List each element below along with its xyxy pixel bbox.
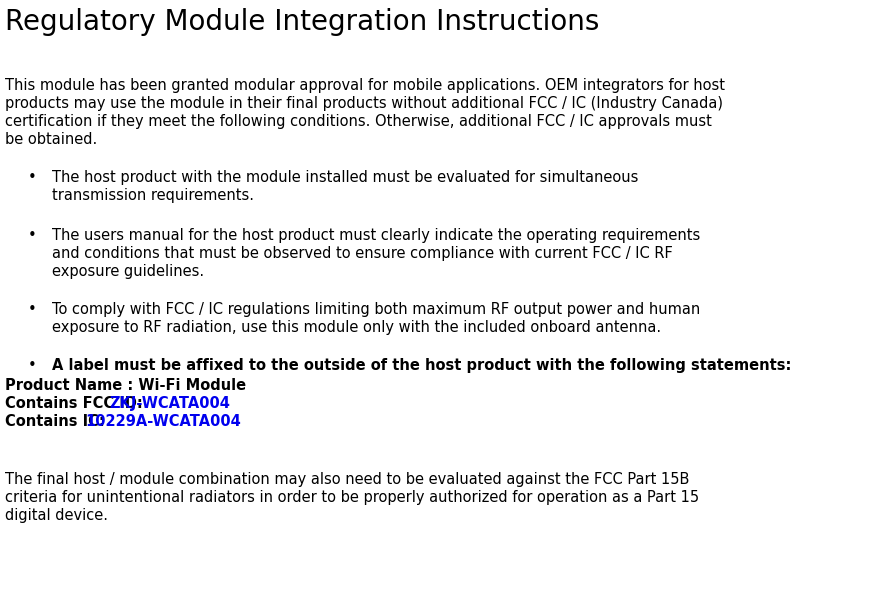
Text: Product Name : Wi-Fi Module: Product Name : Wi-Fi Module xyxy=(5,378,246,393)
Text: The host product with the module installed must be evaluated for simultaneous: The host product with the module install… xyxy=(52,170,638,185)
Text: criteria for unintentional radiators in order to be properly authorized for oper: criteria for unintentional radiators in … xyxy=(5,490,699,505)
Text: •: • xyxy=(28,358,37,373)
Text: exposure to RF radiation, use this module only with the included onboard antenna: exposure to RF radiation, use this modul… xyxy=(52,320,661,335)
Text: exposure guidelines.: exposure guidelines. xyxy=(52,264,205,279)
Text: This module has been granted modular approval for mobile applications. OEM integ: This module has been granted modular app… xyxy=(5,78,725,93)
Text: ZKJ-WCATA004: ZKJ-WCATA004 xyxy=(109,396,231,411)
Text: •: • xyxy=(28,302,37,317)
Text: be obtained.: be obtained. xyxy=(5,132,97,147)
Text: Contains IC:: Contains IC: xyxy=(5,414,110,429)
Text: and conditions that must be observed to ensure compliance with current FCC / IC : and conditions that must be observed to … xyxy=(52,246,673,261)
Text: The final host / module combination may also need to be evaluated against the FC: The final host / module combination may … xyxy=(5,472,690,487)
Text: To comply with FCC / IC regulations limiting both maximum RF output power and hu: To comply with FCC / IC regulations limi… xyxy=(52,302,700,317)
Text: A label must be affixed to the outside of the host product with the following st: A label must be affixed to the outside o… xyxy=(52,358,791,373)
Text: certification if they meet the following conditions. Otherwise, additional FCC /: certification if they meet the following… xyxy=(5,114,712,129)
Text: transmission requirements.: transmission requirements. xyxy=(52,188,254,203)
Text: Regulatory Module Integration Instructions: Regulatory Module Integration Instructio… xyxy=(5,8,600,36)
Text: •: • xyxy=(28,228,37,243)
Text: •: • xyxy=(28,170,37,185)
Text: Contains FCC ID:: Contains FCC ID: xyxy=(5,396,148,411)
Text: digital device.: digital device. xyxy=(5,508,108,523)
Text: The users manual for the host product must clearly indicate the operating requir: The users manual for the host product mu… xyxy=(52,228,700,243)
Text: products may use the module in their final products without additional FCC / IC : products may use the module in their fin… xyxy=(5,96,723,111)
Text: 10229A-WCATA004: 10229A-WCATA004 xyxy=(85,414,240,429)
